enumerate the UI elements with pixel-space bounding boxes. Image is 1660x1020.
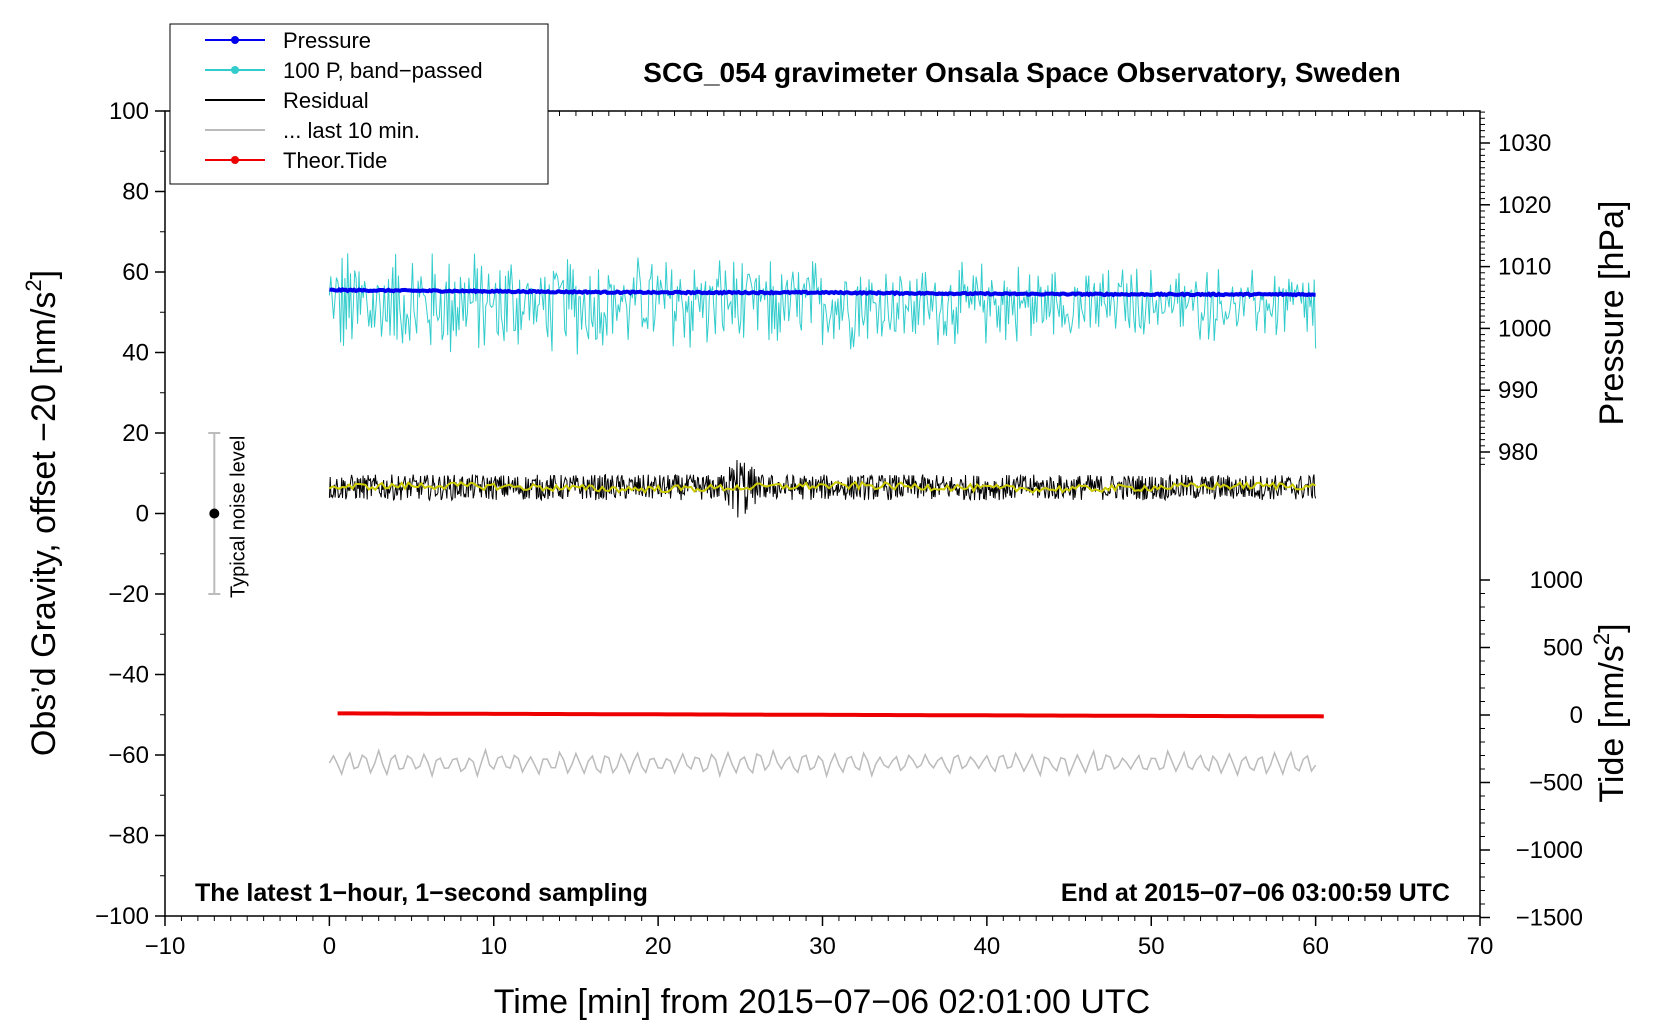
legend-marker xyxy=(231,66,239,74)
y-tick-label: −60 xyxy=(108,742,149,769)
minor-ticks xyxy=(164,111,1481,921)
legend-label: 100 P, band−passed xyxy=(283,58,483,83)
series-layer xyxy=(328,253,1324,779)
x-axis: −10 0 10 20 30 40 50 60 70 xyxy=(145,916,1494,960)
x-tick-label: 50 xyxy=(1138,933,1165,960)
pressure-tick-label: 1010 xyxy=(1498,254,1551,281)
bandpassed-pressure-line xyxy=(328,253,1317,355)
tide-suffix: ] xyxy=(1593,623,1631,632)
y-tick-label: −80 xyxy=(108,823,149,850)
tide-line xyxy=(337,711,1324,719)
y-axis-pressure: 980 990 1000 1010 1020 1030 xyxy=(1480,111,1551,466)
legend: Pressure 100 P, band−passed Residual ... la… xyxy=(169,23,549,185)
x-tick-label: 30 xyxy=(809,933,836,960)
x-tick-label: 20 xyxy=(645,933,672,960)
last-10-min-line xyxy=(328,747,1317,779)
tide-tick-label: −1000 xyxy=(1516,837,1583,864)
legend-label: Pressure xyxy=(283,28,371,53)
tide-prefix: Tide [nm/s xyxy=(1593,645,1631,802)
tide-tick-label: 500 xyxy=(1543,635,1583,662)
plot-frame xyxy=(164,110,1481,917)
y-axis-gravity: −100 −80 −60 −40 −20 0 20 40 60 80 100 xyxy=(95,98,165,930)
y-axis-tide: −1500 −1000 −500 0 500 1000 xyxy=(1480,567,1583,932)
noise-bar-label: Typical noise level xyxy=(227,436,249,598)
y-tick-label: 100 xyxy=(109,98,149,125)
legend-label: Theor.Tide xyxy=(283,148,387,173)
tide-tick-label: 0 xyxy=(1570,702,1583,729)
note-right: End at 2015−07−06 03:00:59 UTC xyxy=(1061,879,1450,907)
legend-label: Residual xyxy=(283,88,369,113)
noise-bar-dot xyxy=(209,508,220,519)
y-tick-label: 0 xyxy=(136,501,149,528)
legend-items: Pressure 100 P, band−passed Residual ... la… xyxy=(205,28,483,173)
residual-smoothed-line xyxy=(328,480,1316,494)
tide-sup: 2 xyxy=(1589,633,1614,645)
y-axis-title-pressure: Pressure [hPa] xyxy=(1593,201,1631,426)
legend-marker xyxy=(231,156,239,164)
legend-label: ... last 10 min. xyxy=(283,118,420,143)
chart-title: SCG_054 gravimeter Onsala Space Observat… xyxy=(643,57,1400,88)
pressure-tick-label: 980 xyxy=(1498,439,1538,466)
legend-marker xyxy=(231,36,239,44)
y-left-suffix: ] xyxy=(25,270,63,279)
y-tick-label: −100 xyxy=(95,903,149,930)
y-left-prefix: Obs’d Gravity, offset −20 [nm/s xyxy=(25,292,63,757)
tide-tick-label: −500 xyxy=(1529,770,1583,797)
pressure-line xyxy=(329,287,1316,298)
x-tick-label: 70 xyxy=(1467,933,1494,960)
tide-tick-label: 1000 xyxy=(1530,567,1583,594)
y-tick-label: 60 xyxy=(122,259,149,286)
pressure-tick-label: 990 xyxy=(1498,377,1538,404)
noise-bar: Typical noise level xyxy=(208,432,249,598)
x-tick-label: 40 xyxy=(974,933,1001,960)
x-tick-label: 10 xyxy=(480,933,507,960)
y-axis-title-tide: Tide [nm/s2] xyxy=(1589,623,1631,802)
tide-tick-label: −1500 xyxy=(1516,905,1583,932)
y-tick-label: −20 xyxy=(108,581,149,608)
y-left-sup: 2 xyxy=(21,279,46,291)
note-left: The latest 1−hour, 1−second sampling xyxy=(195,879,648,907)
x-tick-label: −10 xyxy=(145,933,186,960)
y-tick-label: 80 xyxy=(122,179,149,206)
x-tick-label: 60 xyxy=(1302,933,1329,960)
pressure-tick-label: 1020 xyxy=(1498,192,1551,219)
y-tick-label: 20 xyxy=(122,420,149,447)
x-tick-label: 0 xyxy=(323,933,336,960)
y-axis-title-gravity: Obs’d Gravity, offset −20 [nm/s2] xyxy=(21,270,63,756)
pressure-tick-label: 1030 xyxy=(1498,130,1551,157)
pressure-tick-label: 1000 xyxy=(1498,315,1551,342)
x-axis-title: Time [min] from 2015−07−06 02:01:00 UTC xyxy=(494,983,1150,1020)
y-tick-label: 40 xyxy=(122,340,149,367)
residual-line xyxy=(328,459,1317,518)
y-tick-label: −40 xyxy=(108,662,149,689)
